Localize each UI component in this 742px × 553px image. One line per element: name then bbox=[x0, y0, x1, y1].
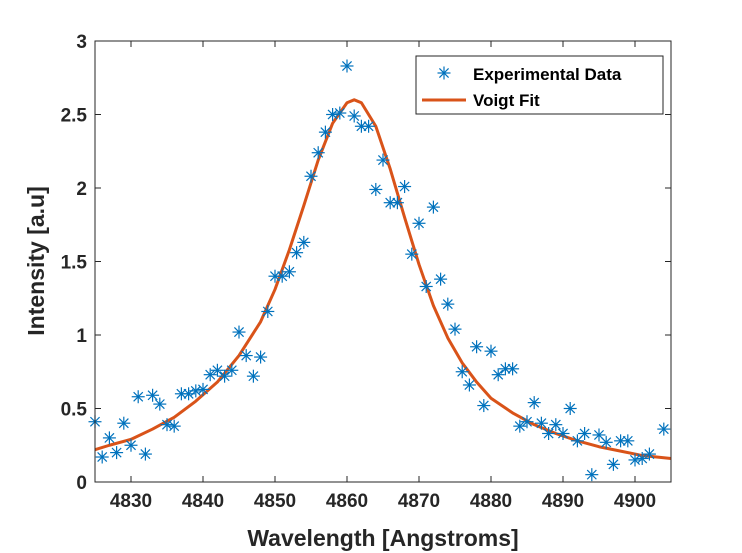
y-tick-label: 3 bbox=[76, 32, 87, 53]
data-point bbox=[347, 109, 361, 123]
data-point bbox=[246, 369, 260, 383]
x-tick-label: 4850 bbox=[254, 491, 296, 512]
data-point bbox=[369, 182, 383, 196]
data-point bbox=[304, 169, 318, 183]
data-point bbox=[318, 125, 332, 139]
data-point bbox=[340, 59, 354, 73]
x-tick-label: 4840 bbox=[182, 491, 224, 512]
data-point bbox=[110, 446, 124, 460]
x-tick-label: 4900 bbox=[614, 491, 656, 512]
x-axis: 4830 4840 4850 4860 4870 4880 4890 4900 bbox=[110, 41, 656, 512]
data-point bbox=[470, 340, 484, 354]
data-point bbox=[448, 322, 462, 336]
data-point bbox=[578, 426, 592, 440]
data-point bbox=[556, 426, 570, 440]
data-point bbox=[117, 416, 131, 430]
data-point bbox=[203, 368, 217, 382]
data-point bbox=[398, 180, 412, 194]
data-point bbox=[232, 325, 246, 339]
data-point bbox=[455, 365, 469, 379]
data-point bbox=[196, 382, 210, 396]
data-point bbox=[333, 106, 347, 120]
legend-label-experimental-data: Experimental Data bbox=[473, 65, 622, 84]
x-tick-label: 4860 bbox=[326, 491, 368, 512]
data-point bbox=[167, 419, 181, 433]
data-point bbox=[412, 216, 426, 230]
data-point bbox=[434, 272, 448, 286]
data-point bbox=[506, 362, 520, 376]
legend-label-voigt-fit: Voigt Fit bbox=[473, 91, 540, 110]
data-point bbox=[290, 246, 304, 260]
data-point bbox=[534, 416, 548, 430]
data-point bbox=[131, 390, 145, 404]
data-point bbox=[642, 447, 656, 461]
data-point bbox=[239, 349, 253, 363]
data-point bbox=[390, 196, 404, 210]
data-point bbox=[95, 450, 109, 464]
data-point bbox=[146, 388, 160, 402]
data-point bbox=[311, 146, 325, 160]
data-point bbox=[275, 269, 289, 283]
data-point bbox=[282, 265, 296, 279]
data-point bbox=[563, 402, 577, 415]
data-point bbox=[383, 196, 397, 210]
data-point bbox=[520, 415, 534, 429]
data-point bbox=[376, 153, 390, 167]
y-tick-label: 1.5 bbox=[61, 253, 88, 274]
data-point bbox=[189, 384, 203, 398]
data-point bbox=[441, 297, 455, 311]
data-point bbox=[542, 426, 556, 440]
y-tick-label: 0.5 bbox=[61, 400, 88, 421]
data-point bbox=[621, 434, 635, 448]
data-point bbox=[297, 235, 311, 249]
data-point bbox=[585, 468, 599, 482]
x-tick-label: 4870 bbox=[398, 491, 440, 512]
data-point bbox=[599, 435, 613, 449]
data-point bbox=[426, 200, 440, 214]
x-tick-label: 4890 bbox=[542, 491, 584, 512]
data-point bbox=[527, 396, 541, 410]
data-point bbox=[153, 397, 167, 411]
data-point bbox=[491, 368, 505, 382]
legend-box bbox=[415, 55, 664, 115]
x-axis-title: Wavelength [Angstroms] bbox=[247, 525, 518, 551]
y-tick-label: 0 bbox=[76, 473, 87, 494]
data-point bbox=[405, 247, 419, 261]
data-point bbox=[477, 399, 491, 413]
legend: Experimental Data Voigt Fit bbox=[415, 55, 664, 115]
data-point bbox=[362, 119, 376, 133]
data-point bbox=[606, 457, 620, 471]
x-tick-label: 4880 bbox=[470, 491, 512, 512]
data-point bbox=[549, 418, 563, 432]
data-point bbox=[635, 451, 649, 465]
y-tick-label: 2 bbox=[76, 179, 87, 200]
data-point bbox=[419, 279, 433, 293]
data-point bbox=[261, 304, 275, 318]
data-point bbox=[102, 431, 116, 445]
data-point bbox=[138, 447, 152, 461]
data-point bbox=[225, 363, 239, 377]
data-point bbox=[210, 363, 224, 377]
y-axis: 0 0.5 1 1.5 2 2.5 3 bbox=[61, 32, 671, 494]
data-point bbox=[254, 350, 268, 364]
y-tick-label: 2.5 bbox=[61, 106, 88, 127]
data-point bbox=[268, 269, 282, 283]
y-axis-title: Intensity [a.u] bbox=[23, 186, 49, 336]
data-point bbox=[462, 378, 476, 392]
legend-marker-experimental-data bbox=[437, 66, 451, 80]
data-point bbox=[124, 438, 138, 452]
data-point bbox=[657, 422, 671, 436]
data-point bbox=[513, 419, 527, 433]
data-points-layer bbox=[88, 59, 671, 482]
data-point bbox=[174, 387, 188, 401]
legend-asterisk-icon bbox=[437, 66, 451, 80]
data-point bbox=[218, 369, 232, 383]
data-point bbox=[484, 344, 498, 358]
y-tick-label: 1 bbox=[76, 326, 87, 347]
x-tick-label: 4830 bbox=[110, 491, 152, 512]
